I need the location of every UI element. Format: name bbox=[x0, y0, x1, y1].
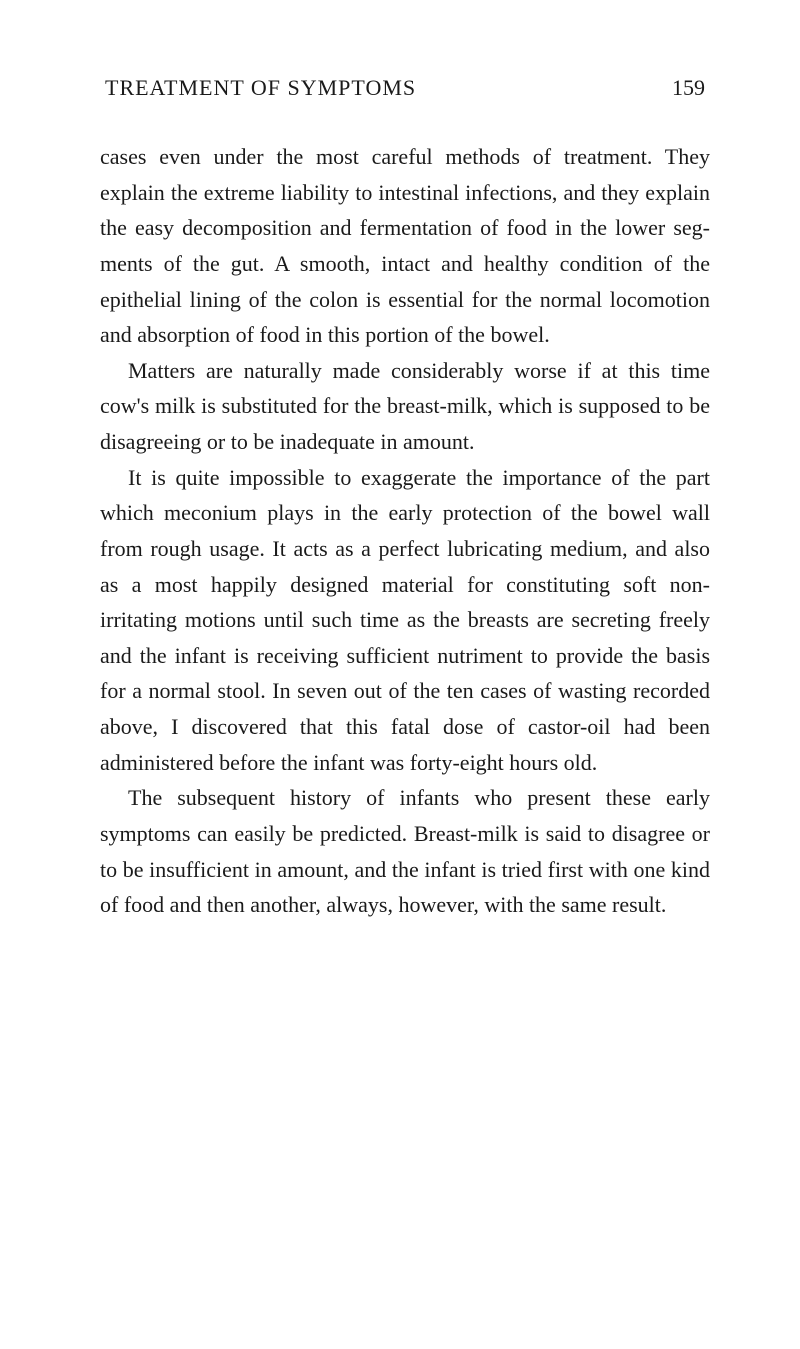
page-number: 159 bbox=[672, 75, 705, 101]
paragraph-4: The subsequent history of infants who pr… bbox=[100, 780, 710, 923]
header-title: TREATMENT OF SYMPTOMS bbox=[105, 75, 416, 101]
page-header: TREATMENT OF SYMPTOMS 159 bbox=[100, 75, 710, 101]
paragraph-2: Matters are naturally made considerably … bbox=[100, 353, 710, 460]
paragraph-3: It is quite impossible to exaggerate the… bbox=[100, 460, 710, 781]
paragraph-1: cases even under the most careful method… bbox=[100, 139, 710, 353]
